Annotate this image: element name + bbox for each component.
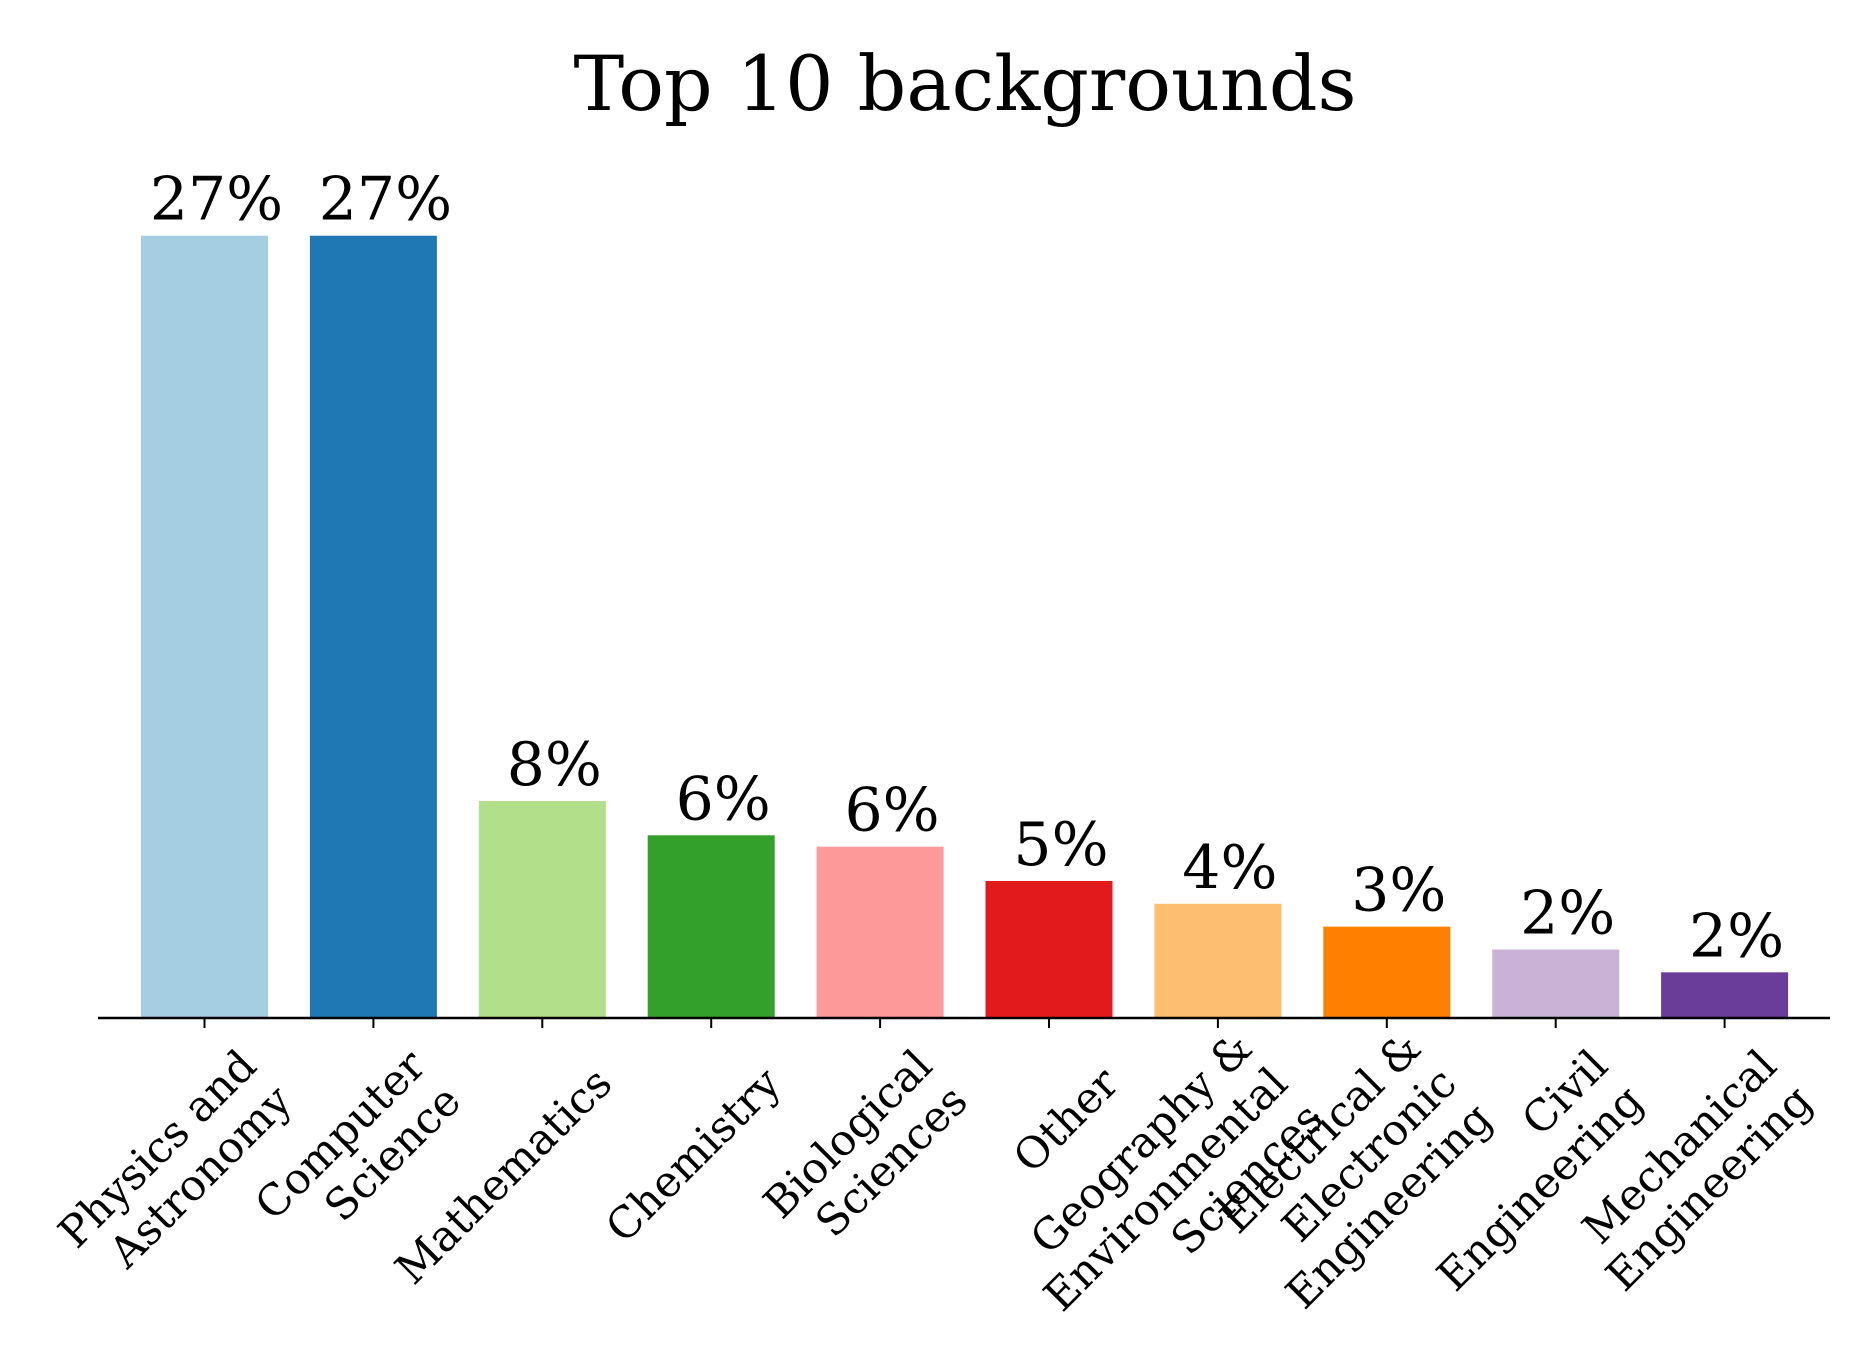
x-ticks-group <box>203 1018 1726 1028</box>
chart-title: Top 10 backgrounds <box>573 39 1356 128</box>
bars-group <box>141 235 1789 1019</box>
x-tick-label-line: Chemistry <box>597 1058 792 1253</box>
value-labels-group: 27% 27% 8% 6% 6% 5% 4% 3% 2% 2% <box>150 165 1784 972</box>
value-label-7: 3% <box>1351 856 1446 926</box>
bar-7 <box>1323 926 1451 1018</box>
value-label-9: 2% <box>1689 901 1784 971</box>
value-label-2: 8% <box>507 730 602 800</box>
x-tick-labels-group: Physics andAstronomyComputerScienceMathe… <box>49 1023 1822 1321</box>
value-label-6: 4% <box>1182 833 1277 903</box>
bar-5 <box>985 880 1113 1018</box>
bar-4 <box>816 846 944 1018</box>
bar-6 <box>1154 903 1282 1018</box>
bar-2 <box>478 801 606 1018</box>
bar-9 <box>1661 972 1789 1018</box>
bar-1 <box>309 235 437 1019</box>
value-label-3: 6% <box>676 764 771 834</box>
bar-0 <box>141 235 268 1019</box>
value-label-5: 5% <box>1013 810 1108 880</box>
bar-3 <box>647 835 775 1018</box>
value-label-0: 27% <box>150 165 283 235</box>
value-label-4: 6% <box>845 776 940 846</box>
value-label-8: 2% <box>1520 878 1615 948</box>
value-label-1: 27% <box>319 165 452 235</box>
bar-8 <box>1492 949 1620 1018</box>
x-tick-label-3: Chemistry <box>597 1058 792 1253</box>
